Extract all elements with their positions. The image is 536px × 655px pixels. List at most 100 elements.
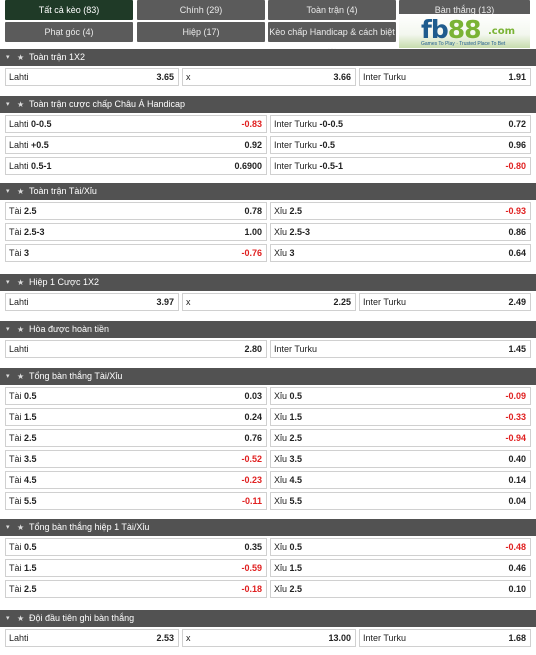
market-header[interactable]: ▾ ★ Đội đầu tiên ghi bàn thắng	[0, 610, 536, 627]
market-header[interactable]: ▾ ★ Tổng bàn thắng Tài/Xỉu	[0, 368, 536, 385]
odds-cell[interactable]: Lahti 3.65	[5, 68, 179, 86]
collapse-chevron-icon[interactable]: ▾	[6, 373, 10, 380]
odds-cell[interactable]: Tài 2.5 -0.18	[5, 580, 267, 598]
odds-cell[interactable]: Xỉu 1.5 -0.33	[270, 408, 531, 426]
odds-cell[interactable]: Xỉu 0.5 -0.48	[270, 538, 531, 556]
selection-label: Tài 1.5	[9, 560, 37, 576]
collapse-chevron-icon[interactable]: ▾	[6, 279, 10, 286]
odds-cell[interactable]: Lahti +0.5 0.92	[5, 136, 267, 154]
collapse-chevron-icon[interactable]: ▾	[6, 101, 10, 108]
odds-cell[interactable]: Tài 0.5 0.35	[5, 538, 267, 556]
favorite-star-icon[interactable]: ★	[17, 614, 25, 623]
market-title: Tổng bàn thắng Tài/Xỉu	[29, 371, 123, 381]
odds-cell[interactable]: x 3.66	[182, 68, 356, 86]
selection-name: Tài	[9, 496, 22, 506]
odds-cell[interactable]: Lahti 0-0.5 -0.83	[5, 115, 267, 133]
odds-cell[interactable]: Xỉu 3 0.64	[270, 244, 531, 262]
odds-cell[interactable]: Lahti 2.53	[5, 629, 179, 647]
selection-label: Tài 2.5	[9, 203, 37, 219]
odds-cell[interactable]: Xỉu 3.5 0.40	[270, 450, 531, 468]
odds-value: 13.00	[328, 633, 351, 643]
selection-label: Inter Turku	[363, 630, 406, 646]
market-title: Toàn trận cược chấp Châu Á Handicap	[29, 99, 186, 109]
selection-label: Xỉu 2.5	[274, 581, 302, 597]
market-header[interactable]: ▾ ★ Toàn trận 1X2	[0, 49, 536, 66]
tab-6[interactable]: Kèo chấp Handicap & cách biệt (3)	[268, 22, 396, 57]
market-header[interactable]: ▾ ★ Hòa được hoàn tiền	[0, 321, 536, 338]
selection-name: Lahti	[9, 633, 29, 643]
tab-2[interactable]: Toàn trận (4)	[268, 0, 396, 20]
handicap-line: 0.5-1	[31, 161, 52, 171]
tab-4[interactable]: Phạt góc (4)	[5, 22, 133, 42]
market-header[interactable]: ▾ ★ Toàn trận cược chấp Châu Á Handicap	[0, 96, 536, 113]
odds-cell[interactable]: Lahti 0.5-1 0.6900	[5, 157, 267, 175]
odds-cell[interactable]: Xỉu 2.5 -0.93	[270, 202, 531, 220]
odds-cell[interactable]: Inter Turku 1.91	[359, 68, 531, 86]
odds-cell[interactable]: Xỉu 2.5 -0.94	[270, 429, 531, 447]
collapse-chevron-icon[interactable]: ▾	[6, 524, 10, 531]
selection-name: Xỉu	[274, 584, 288, 594]
favorite-star-icon[interactable]: ★	[17, 278, 25, 287]
odds-cell[interactable]: Xỉu 0.5 -0.09	[270, 387, 531, 405]
selection-name: Lahti	[9, 72, 29, 82]
odds-cell[interactable]: Xỉu 4.5 0.14	[270, 471, 531, 489]
odds-cell[interactable]: Inter Turku -0-0.5 0.72	[270, 115, 531, 133]
handicap-line: 5.5	[24, 496, 37, 506]
odds-cell[interactable]: Tài 4.5 -0.23	[5, 471, 267, 489]
odds-cell[interactable]: Inter Turku 1.45	[270, 340, 531, 358]
odds-cell[interactable]: Xỉu 2.5-3 0.86	[270, 223, 531, 241]
odds-value: 0.03	[244, 391, 262, 401]
selection-label: Inter Turku -0.5	[274, 137, 335, 153]
favorite-star-icon[interactable]: ★	[17, 325, 25, 334]
odds-cell[interactable]: Tài 1.5 0.24	[5, 408, 267, 426]
odds-value: 0.04	[508, 496, 526, 506]
odds-cell[interactable]: Inter Turku -0.5 0.96	[270, 136, 531, 154]
market-header[interactable]: ▾ ★ Tổng bàn thắng hiệp 1 Tài/Xỉu	[0, 519, 536, 536]
odds-value: 0.72	[508, 119, 526, 129]
collapse-chevron-icon[interactable]: ▾	[6, 188, 10, 195]
selection-label: Lahti 0-0.5	[9, 116, 52, 132]
selection-name: Inter Turku	[274, 161, 318, 171]
odds-cell[interactable]: Tài 1.5 -0.59	[5, 559, 267, 577]
market-header[interactable]: ▾ ★ Toàn trận Tài/Xỉu	[0, 183, 536, 200]
odds-cell[interactable]: Lahti 2.80	[5, 340, 267, 358]
odds-value: -0.94	[505, 433, 526, 443]
odds-cell[interactable]: Tài 2.5 0.78	[5, 202, 267, 220]
selection-name: Lahti	[9, 119, 29, 129]
odds-cell[interactable]: Inter Turku -0.5-1 -0.80	[270, 157, 531, 175]
odds-value: 1.45	[508, 344, 526, 354]
odds-cell[interactable]: x 2.25	[182, 293, 356, 311]
odds-value: 1.00	[244, 227, 262, 237]
odds-cell[interactable]: Lahti 3.97	[5, 293, 179, 311]
odds-cell[interactable]: Inter Turku 2.49	[359, 293, 531, 311]
odds-cell[interactable]: x 13.00	[182, 629, 356, 647]
favorite-star-icon[interactable]: ★	[17, 100, 25, 109]
odds-cell[interactable]: Tài 3 -0.76	[5, 244, 267, 262]
favorite-star-icon[interactable]: ★	[17, 523, 25, 532]
collapse-chevron-icon[interactable]: ▾	[6, 615, 10, 622]
odds-cell[interactable]: Inter Turku 1.68	[359, 629, 531, 647]
handicap-line: 1.5	[289, 412, 303, 422]
odds-value: -0.76	[241, 248, 262, 258]
collapse-chevron-icon[interactable]: ▾	[6, 54, 10, 61]
tab-0[interactable]: Tất cả kèo (83)	[5, 0, 133, 20]
tab-1[interactable]: Chính (29)	[137, 0, 265, 20]
odds-cell[interactable]: Tài 2.5-3 1.00	[5, 223, 267, 241]
odds-cell[interactable]: Xỉu 5.5 0.04	[270, 492, 531, 510]
odds-cell[interactable]: Tài 2.5 0.76	[5, 429, 267, 447]
handicap-line: 2.5	[289, 584, 303, 594]
market-header[interactable]: ▾ ★ Hiệp 1 Cược 1X2	[0, 274, 536, 291]
favorite-star-icon[interactable]: ★	[17, 372, 25, 381]
tab-5[interactable]: Hiệp (17)	[137, 22, 265, 42]
odds-cell[interactable]: Tài 5.5 -0.11	[5, 492, 267, 510]
odds-value: -0.18	[241, 584, 262, 594]
selection-name: Xỉu	[274, 391, 288, 401]
favorite-star-icon[interactable]: ★	[17, 53, 25, 62]
odds-cell[interactable]: Xỉu 2.5 0.10	[270, 580, 531, 598]
odds-cell[interactable]: Xỉu 1.5 0.46	[270, 559, 531, 577]
odds-cell[interactable]: Tài 0.5 0.03	[5, 387, 267, 405]
selection-name: Inter Turku	[363, 297, 407, 307]
collapse-chevron-icon[interactable]: ▾	[6, 326, 10, 333]
favorite-star-icon[interactable]: ★	[17, 187, 25, 196]
odds-cell[interactable]: Tài 3.5 -0.52	[5, 450, 267, 468]
